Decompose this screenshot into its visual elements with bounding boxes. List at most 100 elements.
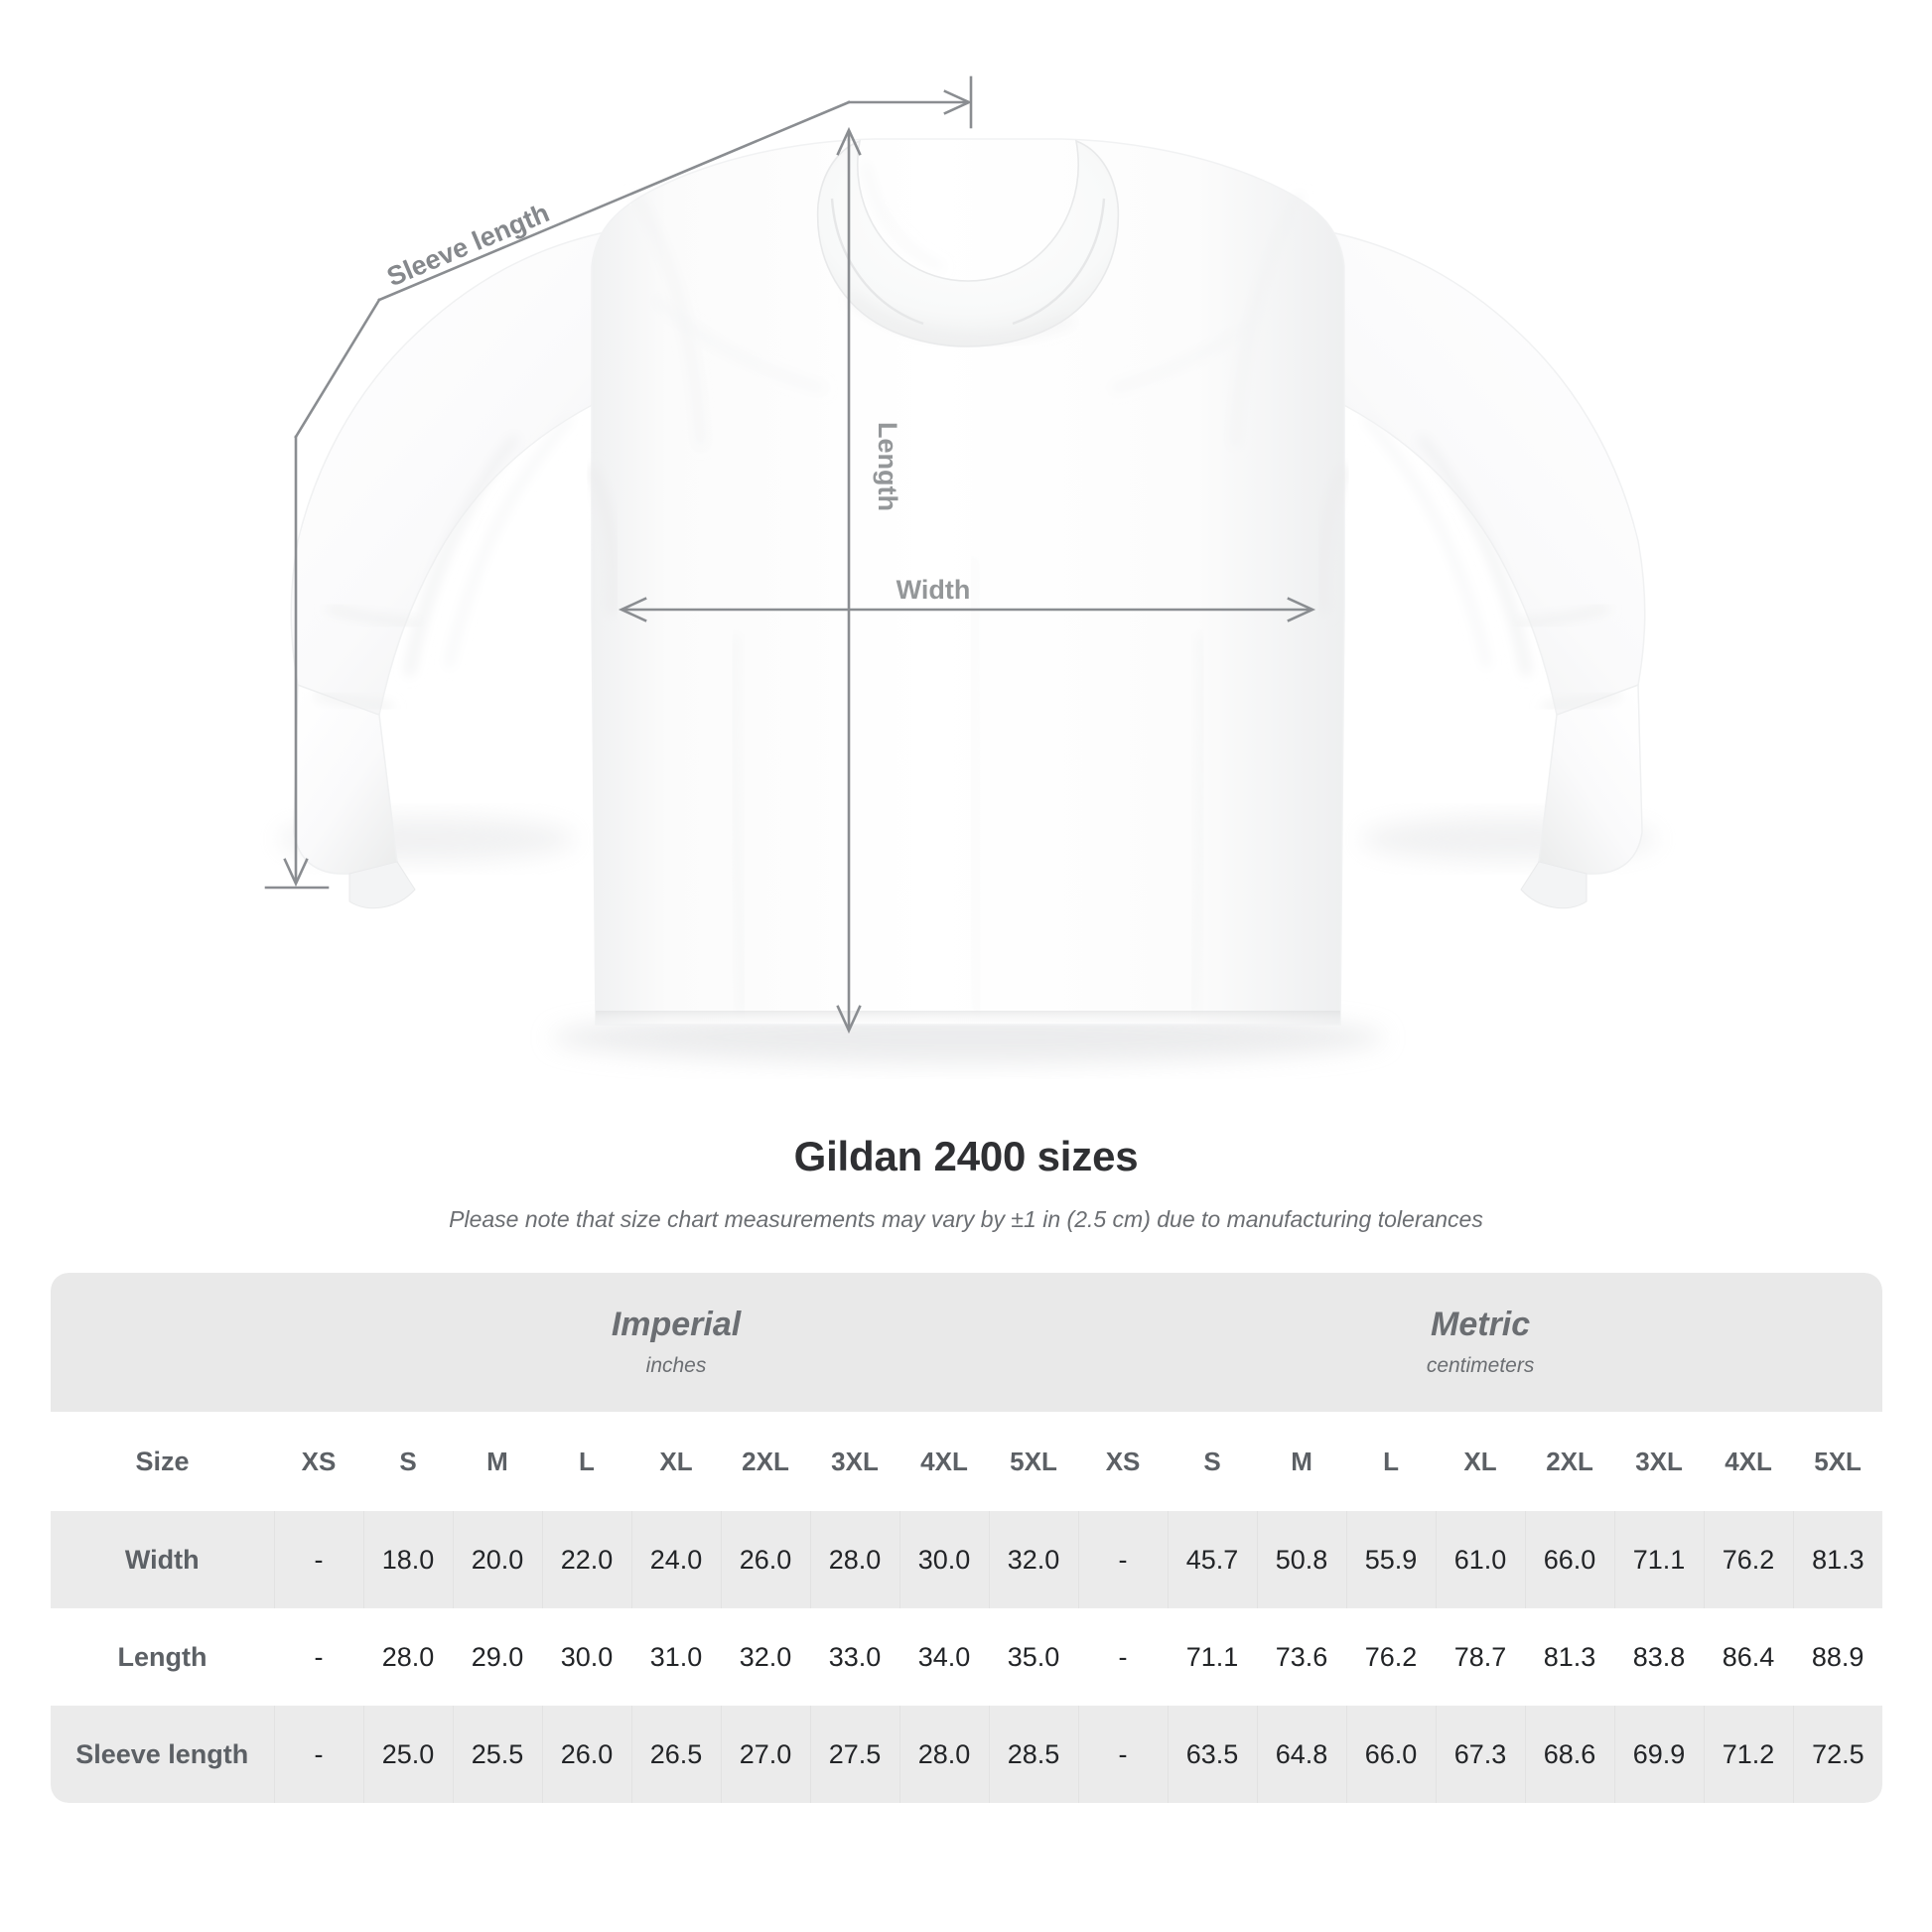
cell-sleeve-imperial-l: 26.0 xyxy=(542,1706,632,1803)
shirt-body xyxy=(587,138,1349,1029)
cell-length-metric-xs: - xyxy=(1078,1608,1169,1706)
cell-width-metric-4xl: 76.2 xyxy=(1704,1511,1794,1608)
cell-width-imperial-m: 20.0 xyxy=(453,1511,543,1608)
table-row: Length - 28.0 29.0 30.0 31.0 32.0 33.0 3… xyxy=(51,1608,1883,1706)
cell-width-imperial-4xl: 30.0 xyxy=(899,1511,990,1608)
unit-cell-metric: Metric centimeters xyxy=(1078,1273,1883,1412)
table-row: Sleeve length - 25.0 25.5 26.0 26.5 27.0… xyxy=(51,1706,1883,1803)
cell-sleeve-imperial-s: 25.0 xyxy=(363,1706,454,1803)
collar xyxy=(816,139,1120,347)
cell-sleeve-imperial-xl: 26.5 xyxy=(631,1706,722,1803)
row-label-sleeve-length: Sleeve length xyxy=(51,1706,275,1803)
cell-width-metric-xs: - xyxy=(1078,1511,1169,1608)
cell-sleeve-imperial-xs: - xyxy=(274,1706,364,1803)
cell-length-metric-5xl: 88.9 xyxy=(1793,1608,1883,1706)
cell-length-imperial-xl: 31.0 xyxy=(631,1608,721,1706)
size-col-metric-l: L xyxy=(1346,1412,1437,1511)
size-col-imperial-s: S xyxy=(363,1412,453,1511)
cell-width-metric-m: 50.8 xyxy=(1257,1511,1347,1608)
size-col-metric-5xl: 5XL xyxy=(1793,1412,1883,1511)
unit-header-row: Imperial inches Metric centimeters xyxy=(51,1273,1883,1412)
width-dimension xyxy=(618,597,1316,622)
cell-width-imperial-2xl: 26.0 xyxy=(721,1511,811,1608)
cell-length-metric-m: 73.6 xyxy=(1257,1608,1347,1706)
cell-length-metric-3xl: 83.8 xyxy=(1614,1608,1705,1706)
length-label: Length xyxy=(873,422,902,511)
cell-width-metric-5xl: 81.3 xyxy=(1793,1511,1883,1608)
size-col-metric-4xl: 4XL xyxy=(1704,1412,1794,1511)
tolerance-note: Please note that size chart measurements… xyxy=(449,1206,1483,1233)
cell-sleeve-imperial-3xl: 27.5 xyxy=(810,1706,900,1803)
garment-illustration: Sleeve length Length Width xyxy=(264,75,1658,1063)
size-col-metric-m: M xyxy=(1257,1412,1347,1511)
cell-width-imperial-5xl: 32.0 xyxy=(989,1511,1079,1608)
cell-width-imperial-l: 22.0 xyxy=(542,1511,632,1608)
title-block: Gildan 2400 sizes Please note that size … xyxy=(0,1132,1932,1235)
size-col-metric-xs: XS xyxy=(1078,1412,1169,1511)
size-header-row: Size XS S M L XL 2XL 3XL 4XL 5XL XS S M … xyxy=(51,1412,1883,1511)
cell-sleeve-metric-l: 66.0 xyxy=(1346,1706,1437,1803)
table-row: Width - 18.0 20.0 22.0 24.0 26.0 28.0 30… xyxy=(51,1511,1883,1608)
right-sleeve xyxy=(1310,227,1646,909)
unit-name-metric: Metric xyxy=(1431,1306,1531,1344)
cell-sleeve-metric-m: 64.8 xyxy=(1257,1706,1347,1803)
cell-sleeve-metric-s: 63.5 xyxy=(1168,1706,1258,1803)
cell-sleeve-metric-xl: 67.3 xyxy=(1436,1706,1526,1803)
cell-length-metric-2xl: 81.3 xyxy=(1525,1608,1615,1706)
cell-width-metric-s: 45.7 xyxy=(1168,1511,1258,1608)
header-size-label: Size xyxy=(51,1412,274,1511)
cell-length-metric-l: 76.2 xyxy=(1346,1608,1437,1706)
unit-sub-metric: centimeters xyxy=(1426,1354,1535,1378)
size-col-imperial-5xl: 5XL xyxy=(989,1412,1079,1511)
cell-width-imperial-xs: - xyxy=(274,1511,364,1608)
cell-sleeve-metric-4xl: 71.2 xyxy=(1704,1706,1794,1803)
cell-sleeve-imperial-4xl: 28.0 xyxy=(899,1706,990,1803)
cell-length-metric-s: 71.1 xyxy=(1168,1608,1258,1706)
cell-width-metric-2xl: 66.0 xyxy=(1525,1511,1615,1608)
cell-sleeve-imperial-5xl: 28.5 xyxy=(989,1706,1079,1803)
garment-svg: Sleeve length Length Width xyxy=(264,75,1658,1063)
size-col-imperial-xs: XS xyxy=(274,1412,363,1511)
unit-spacer-cell xyxy=(51,1273,274,1412)
measurement-annotations xyxy=(264,75,1316,1035)
size-col-metric-2xl: 2XL xyxy=(1525,1412,1615,1511)
size-col-imperial-2xl: 2XL xyxy=(721,1412,810,1511)
size-table: Imperial inches Metric centimeters Size … xyxy=(51,1273,1883,1803)
cell-length-imperial-xs: - xyxy=(274,1608,363,1706)
width-label: Width xyxy=(897,575,971,605)
cell-length-imperial-s: 28.0 xyxy=(363,1608,453,1706)
cell-sleeve-imperial-m: 25.5 xyxy=(453,1706,543,1803)
unit-cell-imperial: Imperial inches xyxy=(274,1273,1079,1412)
size-table-container: Imperial inches Metric centimeters Size … xyxy=(51,1273,1883,1803)
cell-sleeve-metric-2xl: 68.6 xyxy=(1525,1706,1615,1803)
cell-length-metric-xl: 78.7 xyxy=(1436,1608,1526,1706)
size-col-imperial-m: M xyxy=(453,1412,542,1511)
cell-length-metric-4xl: 86.4 xyxy=(1704,1608,1794,1706)
row-label-width: Width xyxy=(51,1511,275,1608)
size-col-imperial-4xl: 4XL xyxy=(899,1412,989,1511)
cell-width-imperial-s: 18.0 xyxy=(363,1511,454,1608)
length-dimension xyxy=(836,126,862,1035)
cell-length-imperial-5xl: 35.0 xyxy=(989,1608,1079,1706)
size-col-metric-3xl: 3XL xyxy=(1614,1412,1705,1511)
cell-length-imperial-3xl: 33.0 xyxy=(810,1608,899,1706)
unit-name-imperial: Imperial xyxy=(611,1306,742,1344)
cell-width-metric-xl: 61.0 xyxy=(1436,1511,1526,1608)
row-label-length: Length xyxy=(51,1608,274,1706)
page-title: Gildan 2400 sizes xyxy=(793,1133,1139,1179)
cell-length-imperial-l: 30.0 xyxy=(542,1608,631,1706)
size-col-imperial-xl: XL xyxy=(631,1412,721,1511)
cell-length-imperial-2xl: 32.0 xyxy=(721,1608,810,1706)
cell-sleeve-metric-3xl: 69.9 xyxy=(1614,1706,1705,1803)
left-sleeve xyxy=(290,227,626,909)
size-col-metric-s: S xyxy=(1168,1412,1258,1511)
cell-length-imperial-m: 29.0 xyxy=(453,1608,542,1706)
sleeve-length-dimension xyxy=(264,75,973,890)
size-col-imperial-l: L xyxy=(542,1412,631,1511)
cell-sleeve-metric-5xl: 72.5 xyxy=(1793,1706,1883,1803)
size-col-metric-xl: XL xyxy=(1436,1412,1526,1511)
unit-sub-imperial: inches xyxy=(645,1354,707,1378)
cell-width-metric-l: 55.9 xyxy=(1346,1511,1437,1608)
cell-width-metric-3xl: 71.1 xyxy=(1614,1511,1705,1608)
